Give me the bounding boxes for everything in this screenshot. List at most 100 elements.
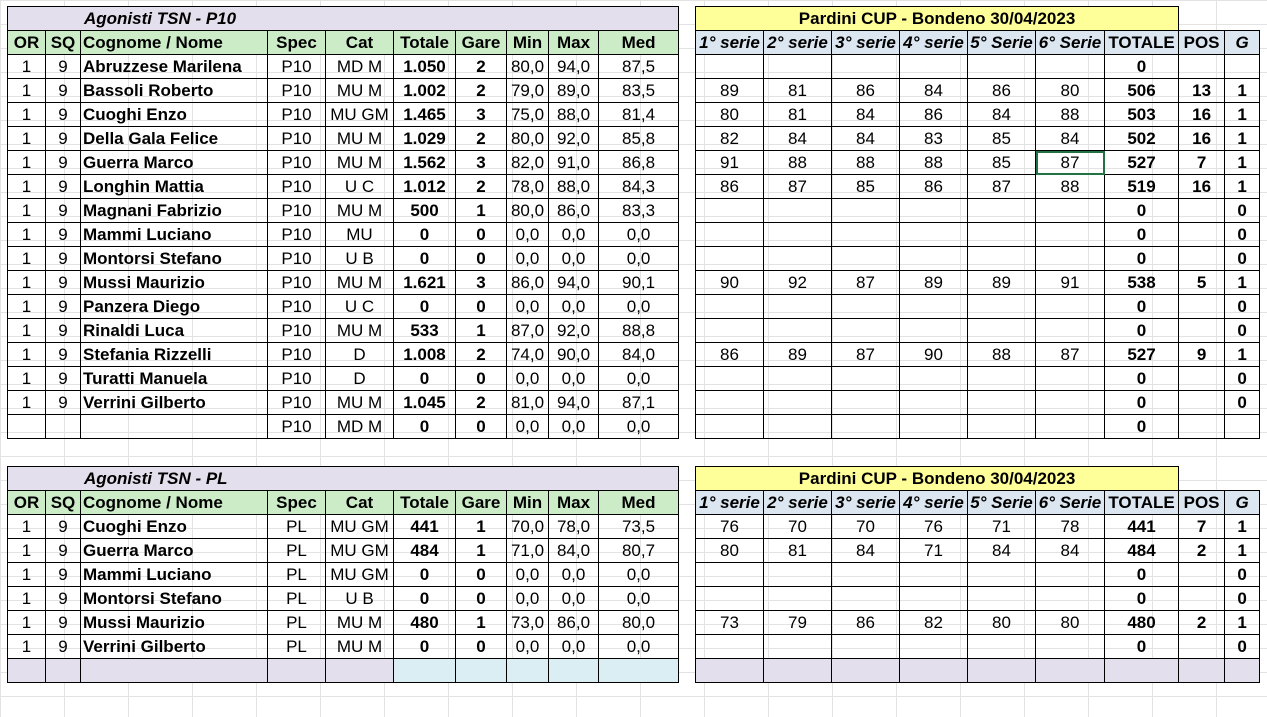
table-cell[interactable]: 527 <box>1103 150 1180 175</box>
table-cell[interactable] <box>899 198 968 223</box>
table-cell[interactable]: 527 <box>1103 342 1180 367</box>
table-cell[interactable]: 0 <box>393 366 456 391</box>
table-cell[interactable]: 0,0 <box>548 246 599 271</box>
table-cell[interactable]: 1 <box>7 174 46 199</box>
table-cell[interactable] <box>1178 318 1226 343</box>
table-cell[interactable] <box>1178 222 1226 247</box>
table-cell[interactable]: 88 <box>1035 174 1105 199</box>
table-cell[interactable] <box>695 586 764 611</box>
table-cell[interactable]: 0,0 <box>597 366 680 391</box>
table-cell[interactable]: PL <box>267 634 326 659</box>
table-cell[interactable]: 0 <box>1103 414 1180 439</box>
table-cell[interactable]: 87,0 <box>506 318 549 343</box>
table-cell[interactable]: 70 <box>831 514 900 539</box>
table-cell[interactable] <box>967 634 1036 659</box>
table-cell[interactable]: 0 <box>1224 366 1261 391</box>
table-cell[interactable]: 0 <box>1224 294 1261 319</box>
table-cell[interactable]: 7 <box>1178 514 1226 539</box>
table-cell[interactable]: 1.045 <box>393 390 456 415</box>
table-cell[interactable]: MU M <box>325 390 394 415</box>
table-cell[interactable]: 86 <box>831 610 900 635</box>
table-cell[interactable]: 84 <box>763 126 832 151</box>
table-cell[interactable]: 538 <box>1103 270 1180 295</box>
table-cell[interactable]: 87 <box>1035 150 1105 175</box>
table-cell[interactable]: 2 <box>1178 538 1226 563</box>
table-cell[interactable]: 1.621 <box>393 270 456 295</box>
table-cell[interactable]: 0 <box>393 246 456 271</box>
table-cell[interactable]: 2 <box>455 78 507 103</box>
table-cell[interactable]: 1 <box>7 78 46 103</box>
table-cell[interactable] <box>967 318 1036 343</box>
table-cell[interactable]: 1 <box>1224 78 1261 103</box>
table-cell[interactable]: 9 <box>45 390 81 415</box>
table-cell[interactable]: 502 <box>1103 126 1180 151</box>
table-cell[interactable]: 86 <box>831 78 900 103</box>
table-cell[interactable] <box>695 658 764 683</box>
table-cell[interactable]: 90 <box>695 270 764 295</box>
table-cell[interactable] <box>506 658 549 683</box>
column-header[interactable]: Max <box>548 490 599 515</box>
column-header[interactable]: TOTALE <box>1103 30 1180 55</box>
table-cell[interactable]: 9 <box>45 562 81 587</box>
table-cell[interactable]: 2 <box>455 126 507 151</box>
table-cell[interactable]: 80 <box>1035 610 1105 635</box>
table-cell[interactable]: 0,0 <box>506 366 549 391</box>
table-cell[interactable] <box>763 562 832 587</box>
table-cell[interactable]: 87 <box>763 174 832 199</box>
table-cell[interactable]: 88 <box>763 150 832 175</box>
table-cell[interactable] <box>1103 658 1180 683</box>
column-header[interactable]: Min <box>506 490 549 515</box>
column-header[interactable]: Gare <box>455 490 507 515</box>
column-header[interactable]: Med <box>597 490 680 515</box>
table-cell[interactable]: 1 <box>1224 126 1261 151</box>
table-cell[interactable] <box>899 54 968 79</box>
column-header[interactable]: G <box>1224 490 1261 515</box>
table-cell[interactable]: 484 <box>393 538 456 563</box>
table-cell[interactable] <box>899 366 968 391</box>
table-cell[interactable]: 80 <box>1035 78 1105 103</box>
table-cell[interactable] <box>1224 54 1261 79</box>
table-cell[interactable]: 1 <box>7 514 46 539</box>
table-cell[interactable]: 0 <box>1224 198 1261 223</box>
column-header[interactable]: Totale <box>393 30 456 55</box>
table-cell[interactable] <box>1035 658 1105 683</box>
table-cell[interactable]: 2 <box>455 390 507 415</box>
table-cell[interactable]: 9 <box>45 222 81 247</box>
table-cell[interactable]: 1 <box>7 222 46 247</box>
table-cell[interactable] <box>1035 366 1105 391</box>
table-cell[interactable]: 87 <box>831 270 900 295</box>
table-cell[interactable] <box>1178 390 1226 415</box>
table-cell[interactable]: 89 <box>695 78 764 103</box>
table-cell[interactable]: 0,0 <box>597 634 680 659</box>
table-cell[interactable] <box>967 562 1036 587</box>
table-cell[interactable]: 1 <box>1224 270 1261 295</box>
table-cell[interactable]: 0 <box>1103 562 1180 587</box>
table-cell[interactable]: 1 <box>7 586 46 611</box>
table-cell[interactable]: 0 <box>455 246 507 271</box>
table-cell[interactable] <box>1178 562 1226 587</box>
table-cell[interactable]: 1 <box>7 198 46 223</box>
column-header[interactable]: SQ <box>45 30 81 55</box>
table-cell[interactable]: MD M <box>325 414 394 439</box>
table-cell[interactable] <box>831 366 900 391</box>
column-header[interactable]: Cognome / Nome <box>80 30 268 55</box>
table-cell[interactable]: P10 <box>267 174 326 199</box>
table-cell[interactable] <box>899 586 968 611</box>
column-header[interactable]: 3° serie <box>831 490 900 515</box>
column-header[interactable]: Cat <box>325 490 394 515</box>
table-cell[interactable]: 91,0 <box>548 150 599 175</box>
table-cell[interactable]: 0 <box>1224 390 1261 415</box>
table-cell[interactable]: 1 <box>7 54 46 79</box>
table-cell[interactable]: 84 <box>1035 126 1105 151</box>
table-cell[interactable]: Guerra Marco <box>80 150 268 175</box>
table-cell[interactable]: 0 <box>455 414 507 439</box>
table-cell[interactable]: 70 <box>763 514 832 539</box>
table-cell[interactable]: 1 <box>7 102 46 127</box>
table-cell[interactable] <box>1178 658 1226 683</box>
table-cell[interactable]: 80,0 <box>506 126 549 151</box>
table-cell[interactable]: MU M <box>325 78 394 103</box>
table-cell[interactable]: 1 <box>7 246 46 271</box>
table-cell[interactable]: 0 <box>1224 318 1261 343</box>
table-cell[interactable]: 0,0 <box>597 294 680 319</box>
table-cell[interactable]: 1.008 <box>393 342 456 367</box>
